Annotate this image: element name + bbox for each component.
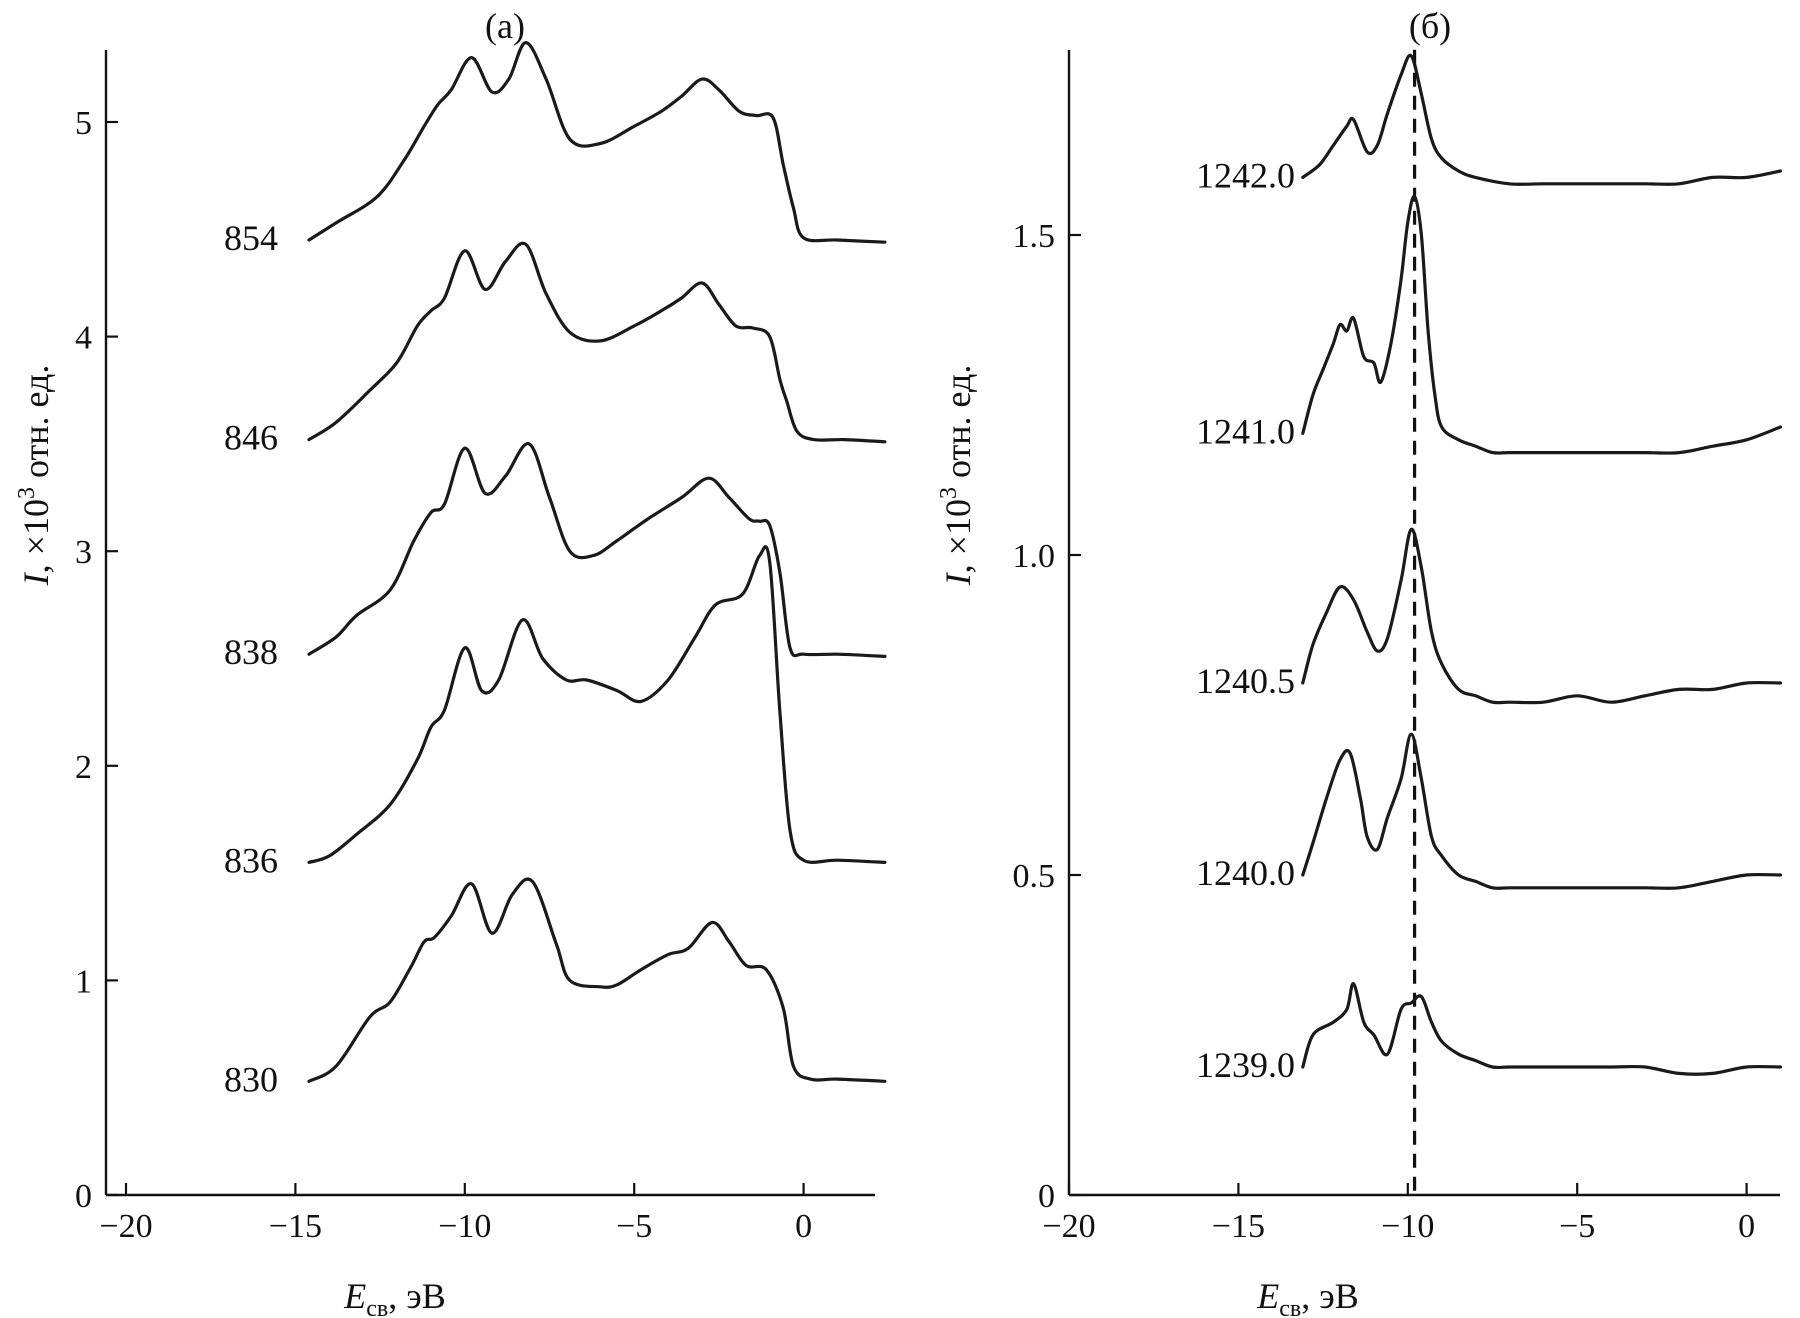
y-tick-label: 1.0 (1013, 538, 1056, 575)
series-line-1241.0 (1301, 194, 1783, 455)
x-tick-label: −5 (616, 1208, 652, 1245)
panel-b: (б) −20 −15 −10 −5 0 0 0.5 1.0 1.5 1239.0 1240.0 124… (1013, 6, 1783, 1245)
series-label-1239.0: 1239.0 (1196, 1045, 1295, 1085)
x-tick-label: 0 (795, 1208, 812, 1245)
series-line-836 (307, 545, 887, 864)
y-tick-label: 1.5 (1013, 218, 1056, 255)
y-axis-label-b: I, ×103 отн. ед. (936, 365, 978, 587)
series-label-1240.0: 1240.0 (1196, 853, 1295, 893)
y-tick-label: 2 (75, 749, 92, 786)
x-tick-label: −20 (99, 1208, 152, 1245)
y-tick-label: 5 (75, 105, 92, 142)
series-line-830 (307, 877, 887, 1083)
panel-title: (б) (1409, 6, 1451, 46)
series-line-1240.0 (1301, 732, 1783, 890)
series-label-1240.5: 1240.5 (1196, 661, 1295, 701)
y-tick-label: 0 (1038, 1178, 1055, 1215)
x-tick-label: −15 (1212, 1208, 1265, 1245)
y-tick-label: 3 (75, 534, 92, 571)
y-tick-label: 1 (75, 963, 92, 1000)
series-line-1240.5 (1301, 527, 1783, 705)
series-line-1242.0 (1301, 53, 1783, 186)
x-axis-label-b: Eсв, эВ (1256, 1276, 1358, 1318)
series-label-836: 836 (224, 840, 278, 880)
series-label-838: 838 (224, 632, 278, 672)
y-tick-label: 4 (75, 320, 92, 357)
series-label-846: 846 (224, 418, 278, 458)
x-axis-label-a: Eсв, эВ (343, 1276, 445, 1318)
y-axis-label-a: I, ×103 отн. ед. (14, 365, 56, 587)
y-tick-label: 0 (75, 1178, 92, 1215)
x-tick-label: −5 (1559, 1208, 1595, 1245)
x-tick-label: −10 (438, 1208, 491, 1245)
series-label-830: 830 (224, 1059, 278, 1099)
panel-a: (а) −20 −15 −10 −5 0 0 1 2 3 4 5 830 836 838 846 854 (75, 6, 887, 1245)
x-tick-label: 0 (1738, 1208, 1755, 1245)
x-tick-label: −15 (269, 1208, 322, 1245)
series-label-1242.0: 1242.0 (1196, 155, 1295, 195)
series-line-854 (307, 41, 887, 244)
series-label-1241.0: 1241.0 (1196, 411, 1295, 451)
y-tick-label: 0.5 (1013, 858, 1056, 895)
x-tick-label: −20 (1042, 1208, 1095, 1245)
series-line-838 (307, 442, 887, 658)
series-line-846 (307, 241, 887, 444)
x-tick-label: −10 (1381, 1208, 1434, 1245)
series-label-854: 854 (224, 218, 278, 258)
panel-title: (а) (485, 6, 525, 46)
series-line-1239.0 (1301, 982, 1783, 1076)
